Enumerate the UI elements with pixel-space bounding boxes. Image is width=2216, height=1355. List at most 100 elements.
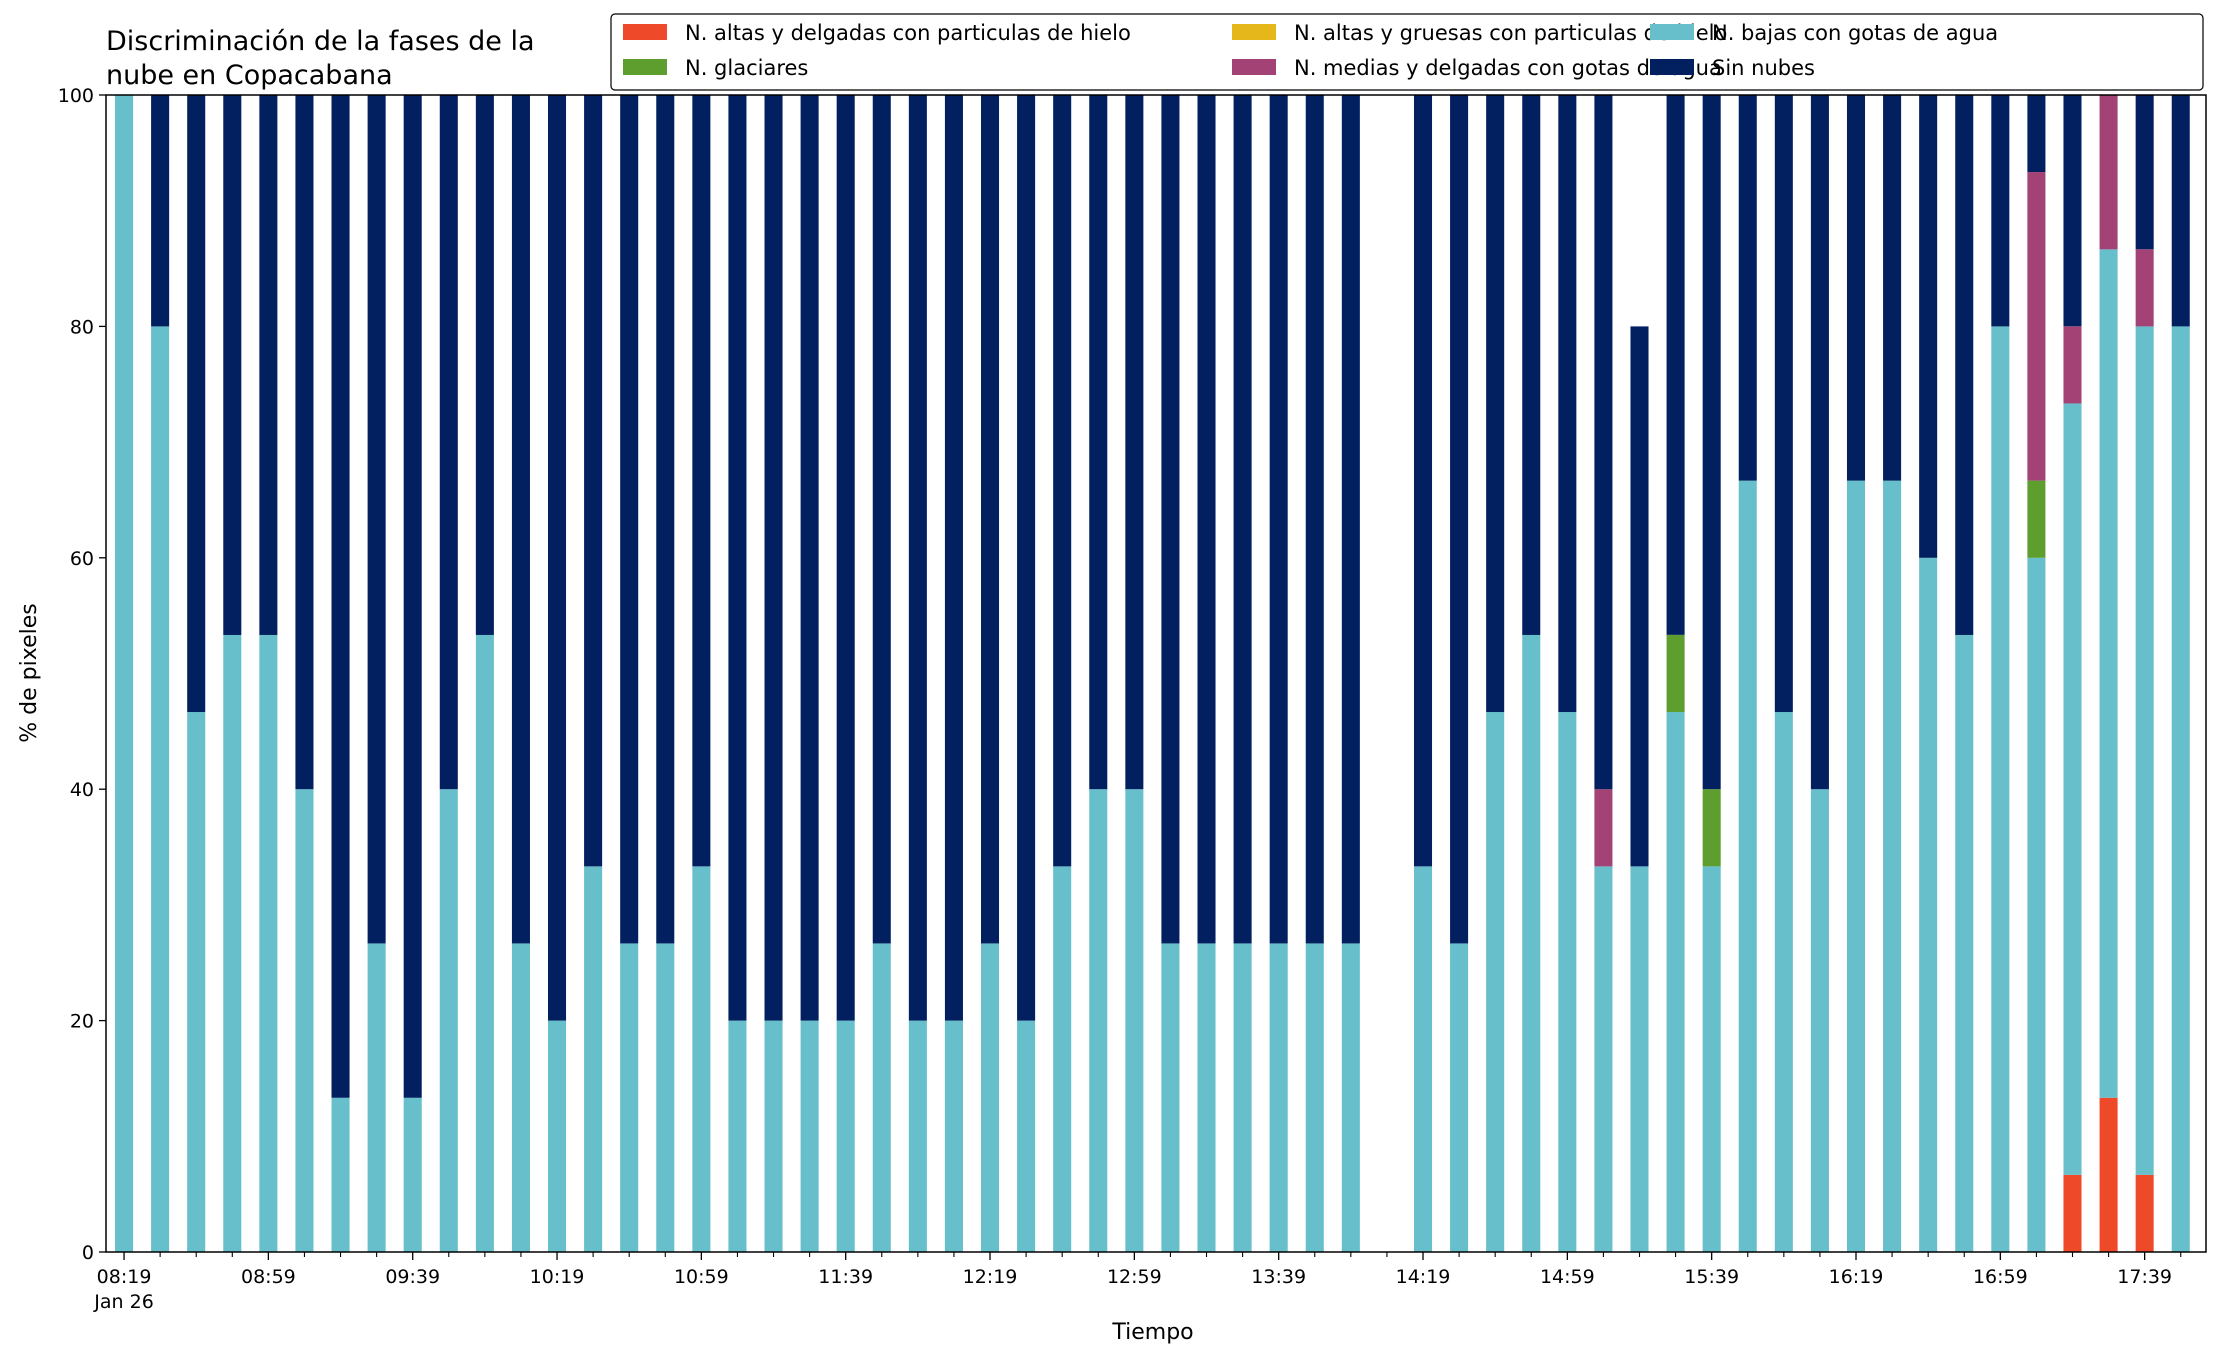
bar-segment [1702,866,1721,1252]
bar-segment [1269,95,1288,944]
bar-segment [475,95,494,635]
bar-segment [584,866,603,1252]
x-axis-label: Tiempo [1111,1320,1193,1345]
bar-segment [2027,557,2046,1252]
x-tick-label: 12:19 [963,1266,1018,1288]
bar-segment [1810,95,1829,790]
bar-segment [764,95,783,1021]
bar-segment [1161,943,1180,1252]
chart-title-line-2: nube en Copacabana [106,60,393,91]
legend-swatch [1232,24,1276,40]
bar-segment [620,943,639,1252]
bar-segment [331,1097,350,1252]
bar-segment [1594,866,1613,1252]
bar-segment [1702,789,1721,867]
bar-segment [1883,95,1902,481]
legend-swatch [1232,59,1276,75]
bar-segment [295,789,314,1252]
x-tick-label: 14:19 [1396,1266,1451,1288]
bar-segment [1341,95,1360,944]
bar-segment [367,95,386,944]
bar-segment [1919,95,1938,558]
bar-segment [2099,249,2118,1098]
bar-segment [367,943,386,1252]
bar-segment [981,943,1000,1252]
legend-swatch [623,24,667,40]
bar-segment [1233,943,1252,1252]
bar-segment [836,95,855,1021]
bar-segment [1666,94,1685,635]
bar-segment [1269,943,1288,1252]
x-tick-label: 10:59 [674,1266,729,1288]
bar-segment [1955,95,1974,635]
bars-layer [115,94,2190,1252]
chart-title-line-1: Discriminación de la fases de la [106,26,535,57]
x-tick-label: 13:39 [1251,1266,1306,1288]
bar-segment [584,95,603,867]
y-tick-label: 80 [70,316,94,338]
bar-segment [692,95,711,867]
bar-segment [1558,95,1577,713]
bar-segment [800,1020,819,1252]
bar-segment [151,326,170,1252]
y-axis: 0 20 40 60 80 100 [58,85,106,1264]
plot-area-frame [105,94,2207,1253]
bar-segment [2135,326,2154,1175]
bar-segment [187,712,206,1252]
x-tick-sublabel: Jan 26 [93,1291,154,1313]
bar-segment [115,95,134,1252]
bar-segment [1486,95,1505,713]
x-tick-label: 17:39 [2117,1266,2172,1288]
bar-segment [872,95,891,944]
bar-segment [1125,789,1144,1252]
bar-segment [692,866,711,1252]
bar-segment [548,1020,567,1252]
bar-segment [2135,1174,2154,1252]
bar-segment [908,95,927,1021]
bar-segment [511,95,530,944]
bar-segment [1883,480,1902,1252]
bar-segment [1846,95,1866,481]
bar-segment [908,1020,927,1252]
bar-segment [2099,95,2118,250]
bar-segment [981,95,1000,944]
bar-segment [1991,95,2010,327]
bar-segment [1450,95,1469,944]
bar-segment [1594,789,1613,867]
legend-swatch [1650,24,1694,40]
bar-segment [620,95,639,944]
chart-title: Discriminación de la fases de la nube en… [106,26,535,91]
bar-segment [2027,172,2046,481]
legend-label: N. glaciares [685,56,808,80]
bar-segment [2063,1174,2082,1252]
x-tick-label: 12:59 [1107,1266,1162,1288]
bar-segment [836,1020,855,1252]
y-tick-label: 20 [70,1011,94,1033]
bar-segment [223,634,242,1252]
y-tick-label: 60 [70,548,94,570]
bar-segment [1486,712,1505,1252]
bar-segment [1738,480,1757,1252]
bar-segment [1413,866,1433,1252]
bar-segment [439,789,458,1252]
bar-segment [1089,95,1108,790]
x-tick-label: 16:59 [1973,1266,2028,1288]
x-axis: 08:19 Jan 26 08:59 09:39 10:19 10:59 11:39 12:1… [93,1252,2182,1313]
bar-segment [439,95,458,790]
bar-segment [656,95,675,944]
bar-segment [475,634,494,1252]
bar-segment [1053,866,1072,1252]
bar-segment [1017,95,1036,1021]
bar-segment [403,95,422,1098]
bar-segment [1738,95,1757,481]
bar-segment [295,95,314,790]
bar-segment [1450,943,1469,1252]
bar-segment [1197,95,1216,944]
bar-segment [1810,789,1829,1252]
x-tick-label: 09:39 [385,1266,440,1288]
bar-segment [2099,1097,2118,1252]
bar-segment [944,95,963,1021]
bar-segment [1774,95,1793,713]
legend-label: Sin nubes [1712,56,1815,80]
